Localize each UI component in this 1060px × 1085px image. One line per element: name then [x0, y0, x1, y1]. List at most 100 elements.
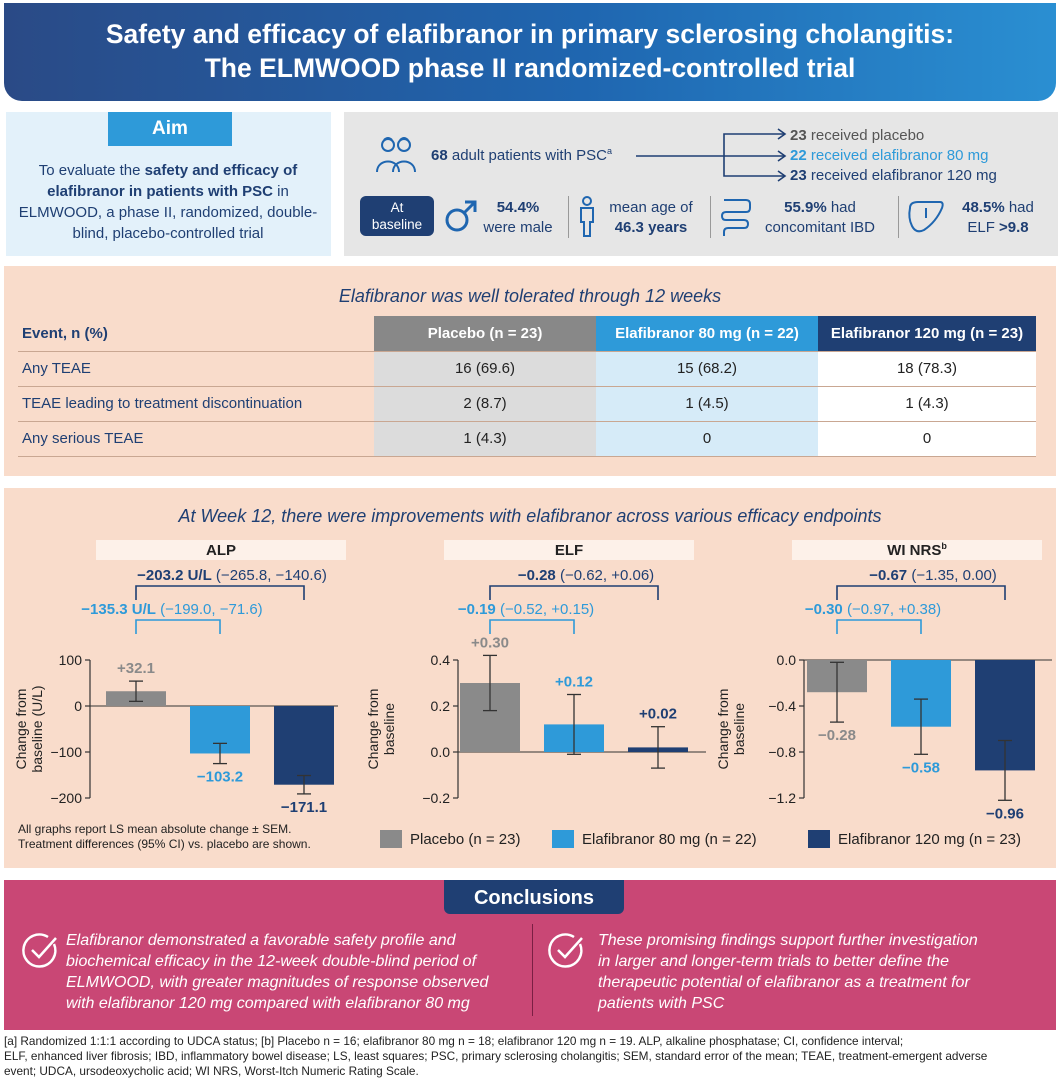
data-label: −103.2	[197, 769, 243, 786]
data-label: +0.02	[639, 706, 677, 723]
data-label: −0.58	[902, 759, 940, 776]
column-header-120mg: Elafibranor 120 mg (n = 23)	[818, 316, 1036, 352]
male-symbol-icon	[445, 200, 477, 232]
conclusions-divider	[532, 924, 533, 1016]
conclusion-left-line: ELMWOOD, with greater magnitudes of resp…	[66, 974, 489, 991]
aim-text-bold: safety and efficacy of elafibranor in pa…	[47, 162, 298, 200]
conclusion-left-line: biochemical efficacy in the 12-week doub…	[66, 953, 477, 970]
graph-note: All graphs report LS mean absolute chang…	[18, 822, 311, 852]
y-tick-label: −0.8	[768, 744, 796, 760]
arm-120-count: 23	[790, 167, 807, 184]
y-axis-label-line: Change from	[715, 689, 731, 770]
aim-label: Aim	[108, 112, 232, 146]
chart-title: ELF	[555, 542, 583, 559]
data-label: +0.12	[555, 674, 593, 691]
chart-title-box	[444, 540, 694, 560]
difference-80mg-estimate: −0.30	[805, 601, 843, 618]
y-axis-label: Change frombaseline (U/L)	[13, 685, 45, 772]
conclusions-panel: Conclusions Elafibranor demonstrated a f…	[4, 880, 1056, 1030]
cell-value: 2 (8.7)	[374, 386, 596, 422]
total-patients-text: adult patients with PSC	[447, 147, 607, 164]
stat-ibd-value: 55.9%	[784, 199, 827, 216]
table-row: TEAE leading to treatment discontinuatio…	[18, 386, 1036, 422]
checkmark-icon	[548, 933, 583, 968]
difference-80mg-bracket	[836, 619, 922, 634]
y-tick-label: 0.2	[431, 698, 451, 714]
chart-title: WI NRSb	[887, 541, 947, 559]
column-header-80mg: Elafibranor 80 mg (n = 22)	[596, 316, 818, 352]
safety-panel: Elafibranor was well tolerated through 1…	[4, 266, 1056, 476]
arm-placebo-count: 23	[790, 127, 807, 144]
aim-text: To evaluate the safety and efficacy of e…	[18, 160, 318, 244]
table-row: Any TEAE 16 (69.6) 15 (68.2) 18 (78.3)	[18, 351, 1036, 387]
y-axis-label-line: baseline	[731, 703, 747, 755]
teae-table: Event, n (%) Placebo (n = 23) Elafibrano…	[18, 316, 1036, 457]
legend-swatch-80mg	[552, 830, 574, 848]
cell-value: 0	[818, 421, 1036, 457]
y-axis-label-line: baseline	[381, 703, 397, 755]
data-label: +0.30	[471, 634, 509, 651]
baseline-badge: At baseline	[360, 196, 434, 236]
legend-swatch-120mg	[808, 830, 830, 848]
column-header-event: Event, n (%)	[18, 316, 374, 352]
legend-label-80mg: Elafibranor 80 mg (n = 22)	[582, 830, 757, 848]
stat-age-text: mean age of	[609, 199, 693, 216]
legend-120mg: Elafibranor 120 mg (n = 23)	[808, 830, 1021, 848]
divider	[568, 196, 569, 238]
difference-80mg-bracket	[489, 619, 575, 634]
safety-title: Elafibranor was well tolerated through 1…	[338, 286, 722, 306]
footnote-a-marker: a	[606, 146, 612, 156]
y-tick-label: 0.0	[431, 744, 451, 760]
graph-note-line-2: Treatment differences (95% CI) vs. place…	[18, 837, 311, 851]
stat-age: mean age of 46.3 years	[598, 198, 704, 238]
y-tick-label: 0.0	[777, 652, 797, 668]
cell-value: 16 (69.6)	[374, 351, 596, 387]
difference-80mg-ci: (−0.52, +0.15)	[496, 601, 594, 618]
conclusion-left-line: with elafibranor 120 mg compared with el…	[66, 995, 470, 1012]
header-banner: Safety and efficacy of elafibranor in pr…	[4, 3, 1056, 101]
checkmark-icon	[22, 933, 57, 968]
conclusion-right-line: therapeutic potential of elafibranor as …	[598, 974, 970, 991]
baseline-label-2: baseline	[371, 217, 423, 232]
legend-80mg: Elafibranor 80 mg (n = 22)	[552, 830, 757, 848]
arm-80-label: received elafibranor 80 mg	[806, 147, 989, 164]
conclusion-right-line: in larger and longer-term trials to bett…	[598, 953, 950, 970]
person-icon	[580, 196, 594, 237]
reference-line: event; UDCA, ursodeoxycholic acid; WI NR…	[4, 1064, 419, 1078]
data-label: −0.28	[818, 727, 856, 744]
y-tick-label: −200	[50, 790, 82, 806]
intestine-icon	[720, 199, 751, 236]
difference-120mg-bracket	[489, 585, 659, 600]
stat-ibd-text2: concomitant IBD	[764, 219, 876, 236]
difference-80mg-estimate: −0.19	[458, 601, 496, 618]
y-tick-label: 0	[74, 698, 82, 714]
y-axis-label-line: baseline (U/L)	[29, 685, 45, 772]
difference-80mg-estimate: −135.3 U/L	[81, 601, 156, 618]
legend-label-120mg: Elafibranor 120 mg (n = 23)	[838, 830, 1022, 848]
cell-value: 15 (68.2)	[596, 351, 818, 387]
cell-value: 1 (4.5)	[596, 386, 818, 422]
stat-age-value: 46.3 years	[614, 219, 688, 236]
aim-text-pre: To evaluate the	[38, 162, 145, 179]
y-axis-label: Change frombaseline	[715, 689, 747, 770]
difference-120mg-label: −0.28 (−0.62, +0.06)	[518, 567, 654, 584]
stat-male-value: 54.4%	[496, 199, 540, 216]
cell-value: 1 (4.3)	[374, 421, 596, 457]
data-label: −171.1	[281, 799, 327, 816]
y-tick-label: −100	[50, 744, 82, 760]
stat-elf: 48.5% had ELF >9.8	[944, 198, 1052, 238]
reference-line: ELF, enhanced liver fibrosis; IBD, infla…	[4, 1049, 988, 1063]
conclusion-right-line: patients with PSC	[598, 995, 725, 1012]
legend-label-placebo: Placebo (n = 23)	[410, 830, 521, 848]
population-panel: 68 adult patients with PSCa	[344, 112, 1058, 256]
patients-icon	[376, 137, 416, 173]
y-axis-label: Change frombaseline	[365, 689, 397, 770]
y-tick-label: −0.4	[768, 698, 796, 714]
cell-value: 1 (4.3)	[818, 386, 1036, 422]
bar	[274, 706, 334, 785]
baseline-label-1: At	[390, 200, 404, 215]
total-patients: 68 adult patients with PSCa	[431, 146, 612, 164]
page-title-line-2: The ELMWOOD phase II randomized-controll…	[204, 53, 856, 83]
references: [a] Randomized 1:1:1 according to UDCA s…	[4, 1034, 1058, 1079]
difference-80mg-label: −0.19 (−0.52, +0.15)	[458, 601, 594, 618]
